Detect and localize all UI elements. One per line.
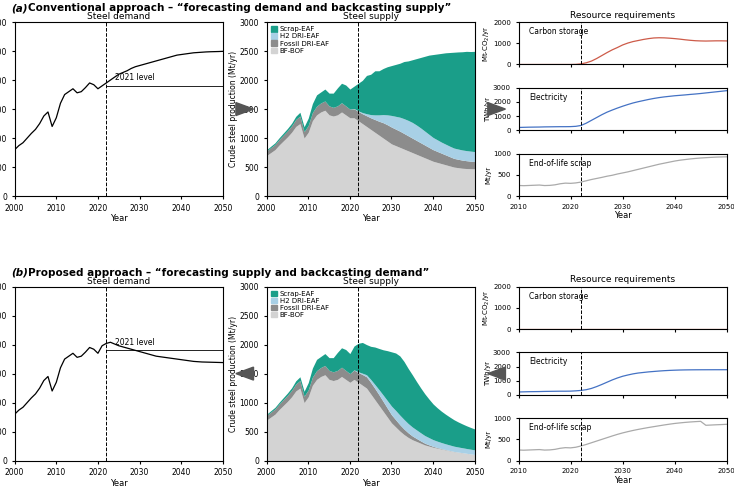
Y-axis label: Mt-CO$_2$/yr: Mt-CO$_2$/yr bbox=[482, 25, 492, 62]
Title: Resource requirements: Resource requirements bbox=[570, 11, 675, 20]
Text: (a): (a) bbox=[11, 3, 27, 13]
Legend: Scrap-EAF, H2 DRI-EAF, Fossil DRI-EAF, BF-BOF: Scrap-EAF, H2 DRI-EAF, Fossil DRI-EAF, B… bbox=[270, 25, 330, 54]
Text: 2021 level: 2021 level bbox=[115, 338, 154, 347]
Y-axis label: TWh/yr: TWh/yr bbox=[485, 361, 492, 386]
X-axis label: Year: Year bbox=[110, 214, 128, 223]
Text: Electricity: Electricity bbox=[529, 358, 567, 367]
Text: (b): (b) bbox=[11, 268, 28, 278]
X-axis label: Year: Year bbox=[614, 211, 631, 220]
Y-axis label: Crude steel production (Mt/yr): Crude steel production (Mt/yr) bbox=[229, 51, 238, 167]
Text: Conventional approach – “forecasting demand and backcasting supply”: Conventional approach – “forecasting dem… bbox=[28, 3, 451, 13]
Title: Steel supply: Steel supply bbox=[343, 12, 399, 21]
Text: 2021 level: 2021 level bbox=[115, 74, 154, 82]
Title: Steel demand: Steel demand bbox=[87, 277, 150, 286]
X-axis label: Year: Year bbox=[362, 214, 379, 223]
Y-axis label: Mt/yr: Mt/yr bbox=[485, 430, 492, 448]
X-axis label: Year: Year bbox=[110, 479, 128, 488]
Title: Steel supply: Steel supply bbox=[343, 277, 399, 286]
Text: End-of-life scrap: End-of-life scrap bbox=[529, 159, 592, 168]
Legend: Scrap-EAF, H2 DRI-EAF, Fossil DRI-EAF, BF-BOF: Scrap-EAF, H2 DRI-EAF, Fossil DRI-EAF, B… bbox=[270, 290, 330, 319]
Title: Resource requirements: Resource requirements bbox=[570, 275, 675, 284]
Text: Proposed approach – “forecasting supply and backcasting demand”: Proposed approach – “forecasting supply … bbox=[28, 268, 429, 278]
X-axis label: Year: Year bbox=[362, 479, 379, 488]
Y-axis label: Crude steel production (Mt/yr): Crude steel production (Mt/yr) bbox=[229, 316, 238, 432]
X-axis label: Year: Year bbox=[614, 476, 631, 485]
Text: Electricity: Electricity bbox=[529, 93, 567, 102]
Text: Carbon storage: Carbon storage bbox=[529, 292, 588, 301]
Title: Steel demand: Steel demand bbox=[87, 12, 150, 21]
Text: End-of-life scrap: End-of-life scrap bbox=[529, 423, 592, 432]
Y-axis label: Mt/yr: Mt/yr bbox=[485, 166, 492, 184]
Y-axis label: TWh/yr: TWh/yr bbox=[485, 97, 492, 122]
Text: Carbon storage: Carbon storage bbox=[529, 27, 588, 36]
Y-axis label: Mt-CO$_2$/yr: Mt-CO$_2$/yr bbox=[482, 290, 492, 326]
